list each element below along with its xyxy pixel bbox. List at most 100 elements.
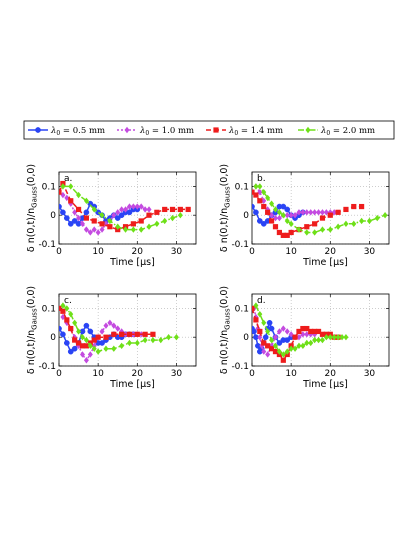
data-point	[91, 337, 97, 343]
data-point	[296, 209, 302, 216]
data-point	[304, 209, 310, 216]
data-point	[146, 206, 152, 213]
data-point	[83, 322, 90, 329]
data-point	[262, 334, 269, 341]
y-axis-label: δ n(0,t)/nGauss(0,0)	[26, 286, 39, 374]
data-point	[83, 209, 90, 216]
data-point	[312, 221, 318, 227]
data-point	[83, 197, 89, 204]
legend-value: = 1.4 mm	[238, 126, 283, 136]
data-point	[265, 343, 271, 349]
legend-value: = 0.5 mm	[60, 126, 105, 136]
data-point	[312, 229, 318, 236]
data-point	[107, 319, 113, 326]
data-point	[83, 336, 89, 344]
legend-subscript: 0	[145, 130, 149, 137]
x-tick-label: 30	[171, 247, 183, 257]
data-point	[280, 212, 286, 219]
data-point	[59, 305, 62, 311]
data-point	[268, 218, 275, 224]
y-axis-label-main: δ n(0,t)/n	[219, 208, 230, 252]
data-point	[308, 328, 314, 335]
data-point	[59, 189, 62, 195]
data-point	[327, 226, 333, 233]
legend-marker	[124, 126, 130, 134]
data-point	[272, 342, 278, 350]
x-tick-label: 20	[325, 247, 337, 257]
data-point	[280, 232, 286, 238]
x-tick-label: 10	[92, 369, 104, 379]
data-point	[99, 328, 105, 335]
data-point	[265, 209, 271, 215]
y-tick-label: 0.1	[42, 304, 56, 314]
x-axis-label: Time [μs]	[302, 257, 348, 268]
data-point	[123, 226, 129, 233]
data-point	[288, 229, 294, 236]
data-point	[111, 345, 117, 352]
data-point	[63, 340, 70, 346]
data-point	[335, 209, 341, 215]
data-point	[99, 221, 105, 227]
data-point	[76, 191, 82, 199]
data-point	[79, 220, 85, 228]
data-point	[253, 317, 259, 323]
legend-entry-label: λ0 = 1.0 mm	[139, 126, 194, 137]
data-point	[72, 337, 78, 343]
data-point	[327, 212, 333, 218]
data-point	[323, 209, 329, 216]
x-axis-label: Time [μs]	[302, 379, 348, 390]
data-point	[261, 197, 267, 204]
data-point	[142, 206, 148, 213]
data-point	[304, 339, 310, 347]
data-point	[99, 340, 105, 346]
data-point	[323, 334, 329, 341]
data-point	[146, 212, 152, 218]
data-point	[288, 331, 294, 338]
data-point	[126, 331, 133, 337]
legend-marker	[305, 126, 311, 134]
x-tick-label: 0	[56, 247, 62, 257]
data-point	[280, 325, 286, 332]
x-tick-label: 0	[249, 369, 255, 379]
data-point	[272, 206, 278, 213]
data-point	[95, 229, 101, 236]
data-point	[107, 217, 113, 225]
data-point	[276, 214, 282, 222]
data-point	[142, 336, 148, 344]
y-axis-label-tail: (0,0)	[26, 286, 37, 309]
data-point	[154, 209, 160, 215]
x-tick-label: 0	[56, 369, 62, 379]
data-point	[292, 334, 298, 340]
data-point	[68, 310, 74, 318]
data-point	[111, 322, 117, 329]
data-point	[261, 319, 267, 326]
y-axis-label: δ n(0,t)/nGauss(0,0)	[26, 164, 39, 252]
y-tick-label: 0	[243, 333, 249, 343]
data-point	[87, 328, 94, 335]
data-point	[304, 325, 310, 332]
data-point	[272, 334, 278, 341]
data-point	[115, 325, 121, 332]
x-tick-label: 10	[285, 247, 297, 257]
data-point	[261, 203, 267, 210]
data-point	[296, 342, 302, 350]
data-point	[68, 198, 74, 204]
data-point	[111, 331, 117, 337]
data-point	[257, 310, 263, 318]
data-point	[253, 209, 259, 216]
data-point	[265, 351, 271, 358]
data-point	[134, 339, 140, 347]
data-point	[252, 305, 255, 311]
data-point	[138, 203, 144, 210]
data-point	[60, 209, 66, 216]
data-point	[146, 223, 152, 230]
legend-value: = 2.0 mm	[330, 126, 375, 136]
data-point	[308, 339, 314, 347]
data-point	[119, 331, 125, 337]
data-point	[123, 206, 129, 213]
data-point	[95, 334, 101, 340]
data-point	[71, 345, 78, 352]
legend-marker	[35, 127, 41, 133]
y-tick-label: 0	[50, 211, 56, 221]
